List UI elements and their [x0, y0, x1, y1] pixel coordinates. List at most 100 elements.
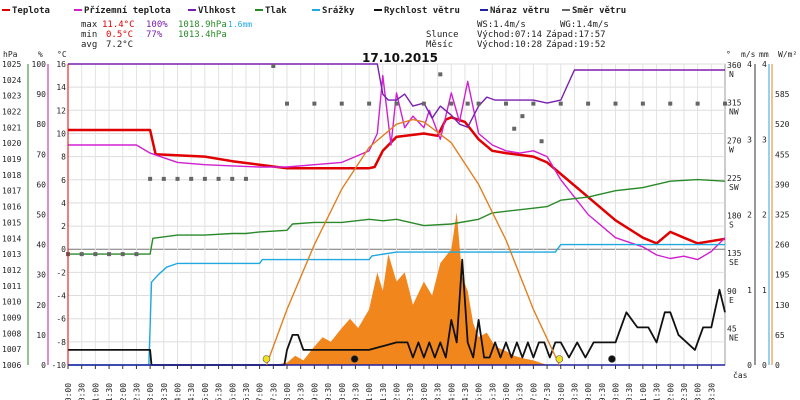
y-tick-winddir-name: NE [729, 333, 739, 342]
wind-dir-point [394, 101, 399, 106]
x-tick-label: 02:30 [132, 383, 141, 400]
x-tick-label: 15:00 [475, 383, 484, 400]
wind-dir-point [202, 176, 207, 181]
wind-dir-point [695, 101, 700, 106]
y-tick-winddir-deg: 270 [727, 136, 742, 145]
stat-max-press: 1018.9hPa [178, 20, 227, 30]
axes: 00:00 00:30 01:00 01:30 02:00 02:30 03:00 03:30… [2, 50, 797, 400]
y-tick-pressure: 1024 [2, 76, 21, 85]
y-tick-temperature: 12 [56, 106, 66, 115]
y-tick-pressure: 1020 [2, 139, 21, 148]
x-tick-label: 20:30 [625, 383, 634, 400]
stat-min-label: min [81, 30, 97, 40]
y-tick-temperature: 10 [56, 129, 66, 138]
y-tick-humidity: 20 [36, 301, 46, 310]
wind-dir-point [107, 252, 112, 257]
legend-item: Rychlost větru [374, 5, 460, 16]
y-tick-temperature: -8 [56, 338, 66, 347]
legend-item: Přízemní teplota [74, 6, 171, 16]
y-tick-humidity: 0 [41, 361, 46, 370]
x-tick-label: 21:00 [639, 383, 648, 400]
stat-avg-label: avg [81, 40, 97, 50]
axis-unit-degc: °C [57, 50, 67, 59]
y-tick-solar: 0 [775, 361, 780, 370]
y-tick-humidity: 40 [36, 241, 46, 250]
x-tick-label: 19:30 [598, 383, 607, 400]
y-tick-winddir-deg: 90 [727, 287, 737, 296]
x-tick-label: 07:30 [269, 383, 278, 400]
x-tick-label: 17:00 [529, 383, 538, 400]
y-tick-pressure: 1016 [2, 203, 21, 212]
stat-wg: WG:1.4m/s [560, 20, 609, 30]
y-tick-humidity: 100 [32, 60, 47, 69]
wind-dir-point [339, 101, 344, 106]
x-tick-label: 10:30 [351, 383, 360, 400]
wind-dir-point [120, 252, 125, 257]
stat-moon-set: Západ:19:52 [546, 40, 606, 50]
y-tick-wind: 4 [747, 60, 752, 69]
legend-item: Teplota [2, 6, 50, 16]
y-tick-solar: 325 [775, 211, 790, 220]
x-tick-label: 00:00 [64, 383, 73, 400]
y-tick-humidity: 10 [36, 331, 46, 340]
y-tick-winddir-name: W [729, 145, 734, 154]
solar-area-layer [273, 212, 548, 365]
wind-dir-point [367, 101, 372, 106]
wind-dir-point [539, 139, 544, 144]
y-tick-temperature: 14 [56, 83, 66, 92]
y-tick-humidity: 70 [36, 150, 46, 159]
x-tick-label: 08:00 [283, 383, 292, 400]
y-tick-pressure: 1009 [2, 313, 21, 322]
x-tick-label: 17:30 [543, 383, 552, 400]
wind-dir-point [465, 101, 470, 106]
y-tick-temperature: 0 [61, 245, 66, 254]
stat-sun-set: Západ:17:57 [546, 30, 606, 40]
legend-label: Směr větru [572, 5, 626, 16]
legend-label: Teplota [12, 6, 50, 16]
x-tick-label: 06:30 [242, 383, 251, 400]
marker-moonrise [350, 355, 359, 363]
y-tick-temperature: 4 [61, 199, 66, 208]
stat-moon-rise: Východ:10:28 [477, 40, 542, 50]
y-tick-pressure: 1017 [2, 187, 21, 196]
legend-label: Vlhkost [198, 6, 236, 16]
wind-dir-point [421, 101, 426, 106]
x-axis-label: čas [733, 370, 748, 380]
wind-dir-point [175, 176, 180, 181]
wind-dir-point [161, 176, 166, 181]
stat-min-temp: 0.5°C [106, 30, 133, 40]
legend: Teplota Přízemní teplota Vlhkost Tlak Srážky… [2, 5, 626, 16]
x-tick-label: 11:30 [379, 383, 388, 400]
stat-max-temp: 11.4°C [102, 20, 135, 30]
x-tick-label: 08:30 [297, 383, 306, 400]
y-tick-rain: 4 [762, 60, 767, 69]
axis-unit-ms: m/s [741, 50, 756, 59]
x-tick-label: 20:00 [612, 383, 621, 400]
y-tick-temperature: 8 [61, 153, 66, 162]
axis-unit-wm2: W/m² [778, 50, 797, 59]
x-tick-label: 14:00 [447, 383, 456, 400]
series-p-zemn-teplota [68, 74, 726, 261]
wind-dir-point [243, 176, 248, 181]
stat-max-hum: 100% [146, 20, 168, 30]
wind-dir-point [531, 101, 536, 106]
stat-avg-temp: 7.2°C [106, 40, 133, 50]
y-tick-solar: 130 [775, 301, 790, 310]
x-tick-label: 16:30 [516, 383, 525, 400]
x-tick-label: 22:30 [680, 383, 689, 400]
y-tick-rain: 2 [762, 211, 767, 220]
wind-dir-point [586, 101, 591, 106]
stat-min-hum: 77% [146, 30, 163, 40]
series-sr-ky [68, 243, 725, 366]
stat-min-press: 1013.4hPa [178, 30, 227, 40]
legend-item: Srážky [312, 6, 355, 16]
y-tick-winddir-name: E [729, 296, 734, 305]
y-tick-winddir-deg: 180 [727, 212, 742, 221]
y-tick-temperature: -10 [52, 361, 67, 370]
marker-sunrise [262, 355, 271, 363]
x-tick-label: 21:30 [653, 383, 662, 400]
wind-dir-point [134, 252, 139, 257]
y-tick-solar: 585 [775, 90, 790, 99]
x-tick-label: 02:00 [119, 383, 128, 400]
y-tick-temperature: -4 [56, 292, 66, 301]
